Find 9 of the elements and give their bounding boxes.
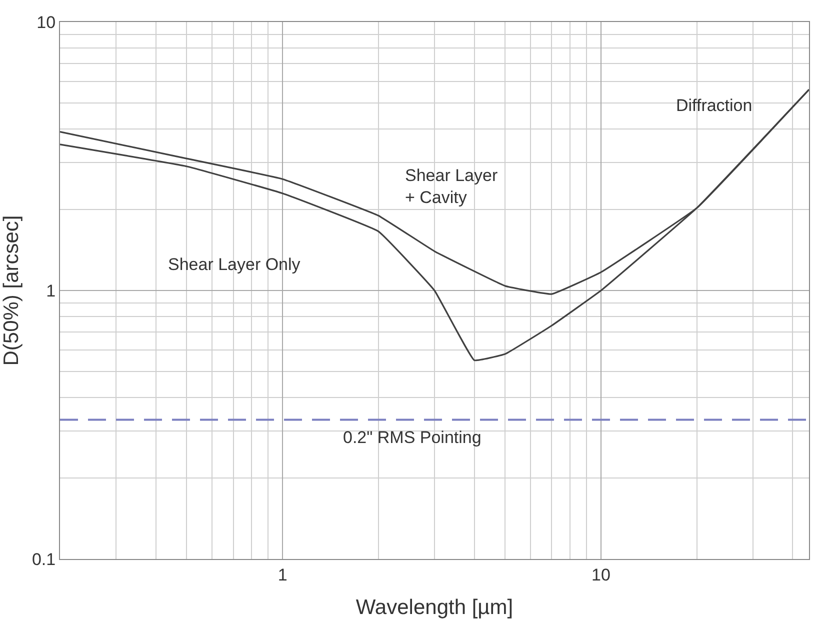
annotation: Diffraction: [676, 96, 752, 115]
y-tick-label: 0.1: [32, 550, 56, 569]
y-tick-label: 10: [36, 12, 56, 32]
annotation: Shear Layer + Cavity: [405, 166, 498, 208]
y-tick-label: 1: [46, 281, 56, 300]
y-axis-title: D(50%) [arcsec]: [0, 215, 23, 366]
ref-line-label: 0.2" RMS Pointing: [343, 428, 482, 447]
x-axis-title: Wavelength [µm]: [356, 596, 514, 619]
annotation: Shear Layer Only: [168, 255, 301, 274]
